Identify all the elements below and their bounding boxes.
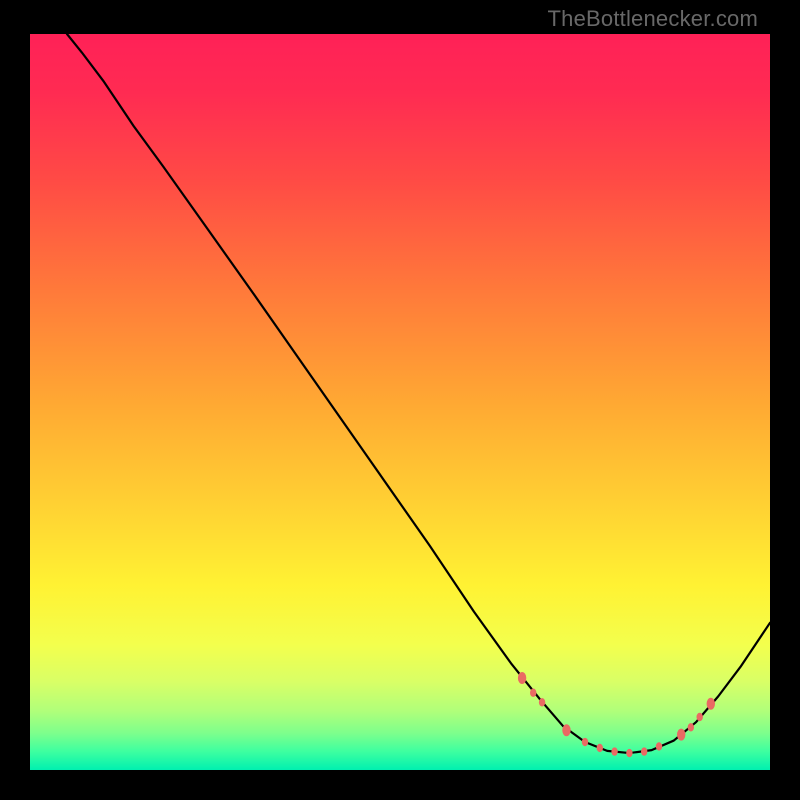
chart-frame: TheBottlenecker.com: [0, 0, 800, 800]
marker-point: [611, 747, 617, 755]
marker-point: [518, 672, 526, 684]
marker-point: [697, 713, 703, 721]
marker-point: [562, 724, 570, 736]
marker-point: [626, 749, 632, 757]
marker-point: [641, 747, 647, 755]
marker-point: [597, 744, 603, 752]
marker-point: [688, 723, 694, 731]
gradient-background: [30, 34, 770, 770]
plot-area: [30, 34, 770, 770]
marker-point: [656, 742, 662, 750]
watermark-text: TheBottlenecker.com: [548, 6, 758, 32]
chart-svg: [30, 34, 770, 770]
marker-point: [582, 738, 588, 746]
marker-point: [530, 689, 536, 697]
marker-point: [539, 698, 545, 706]
marker-point: [677, 729, 685, 741]
marker-point: [707, 698, 715, 710]
